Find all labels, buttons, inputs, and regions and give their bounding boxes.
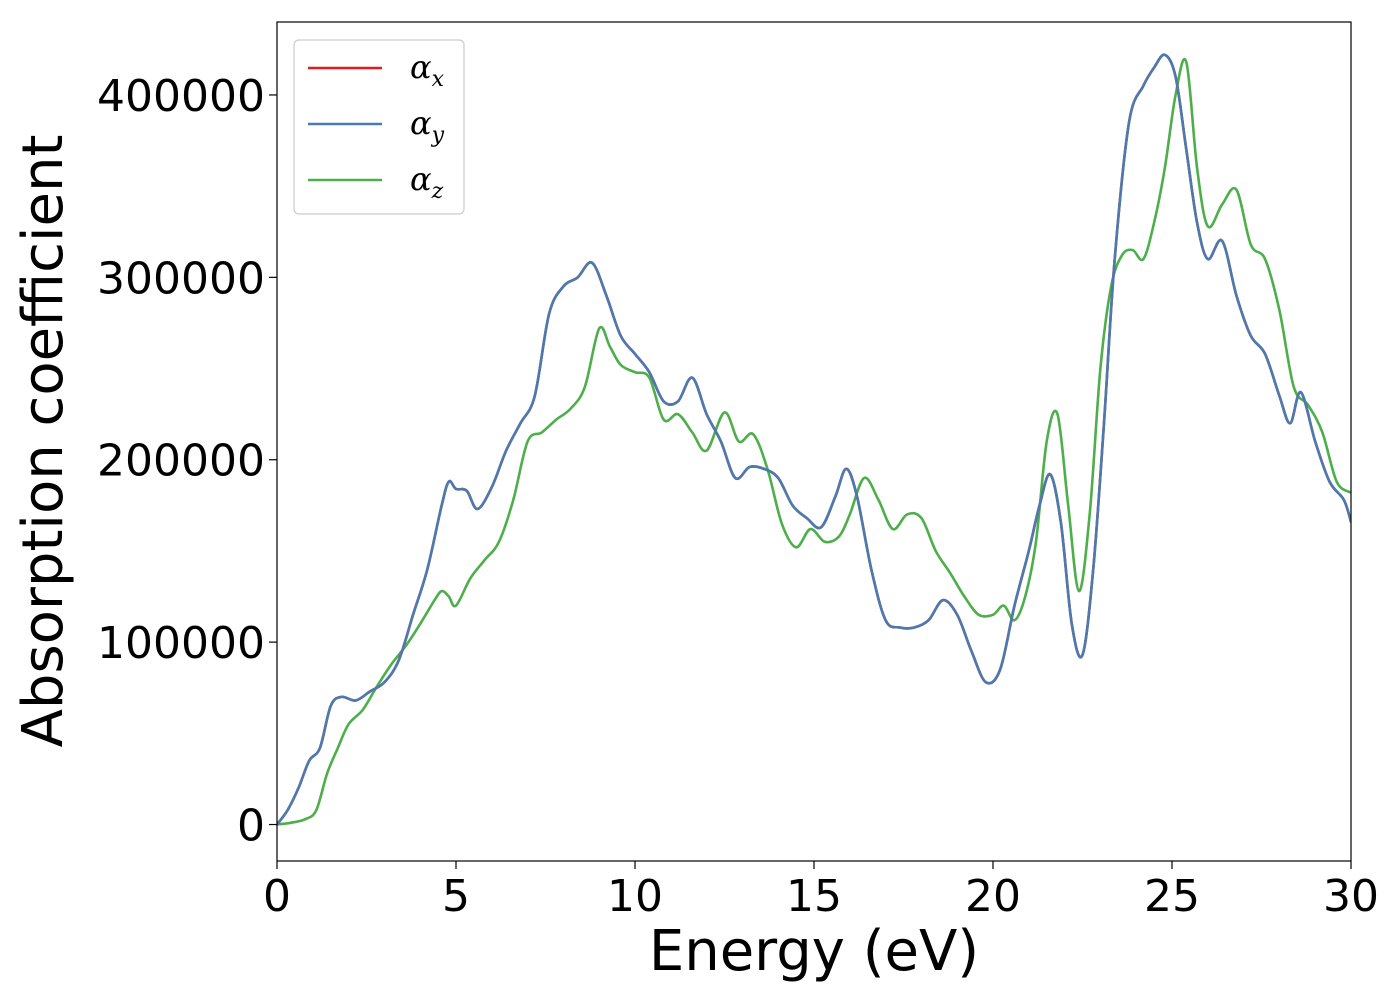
x-tick-label: 30 — [1323, 871, 1379, 922]
series-line-z — [277, 58, 1351, 826]
x-tick-label: 25 — [1144, 871, 1200, 922]
legend: αx αy αz — [293, 39, 465, 215]
y-axis: 0 100000 200000 300000 400000 — [97, 71, 277, 852]
x-tick-label: 10 — [607, 871, 663, 922]
x-tick-label: 5 — [442, 871, 470, 922]
legend-label-z: αz — [410, 160, 444, 204]
y-tick-label: 200000 — [97, 436, 265, 487]
x-tick-label: 0 — [263, 871, 291, 922]
x-axis-title: Energy (eV) — [649, 919, 979, 984]
legend-label-y: αy — [410, 104, 445, 148]
x-tick-label: 15 — [786, 871, 842, 922]
y-tick-label: 0 — [237, 801, 265, 852]
y-tick-label: 400000 — [97, 71, 265, 122]
series-layer — [277, 53, 1351, 826]
y-tick-label: 300000 — [97, 253, 265, 304]
x-axis: 0 5 10 15 20 25 30 — [263, 861, 1379, 922]
x-tick-label: 20 — [965, 871, 1021, 922]
series-line-y — [277, 53, 1351, 826]
y-tick-label: 100000 — [97, 618, 265, 669]
legend-label-x: αx — [410, 48, 445, 92]
y-axis-title: Absorption coefficient — [11, 135, 76, 748]
legend-frame — [293, 39, 465, 215]
